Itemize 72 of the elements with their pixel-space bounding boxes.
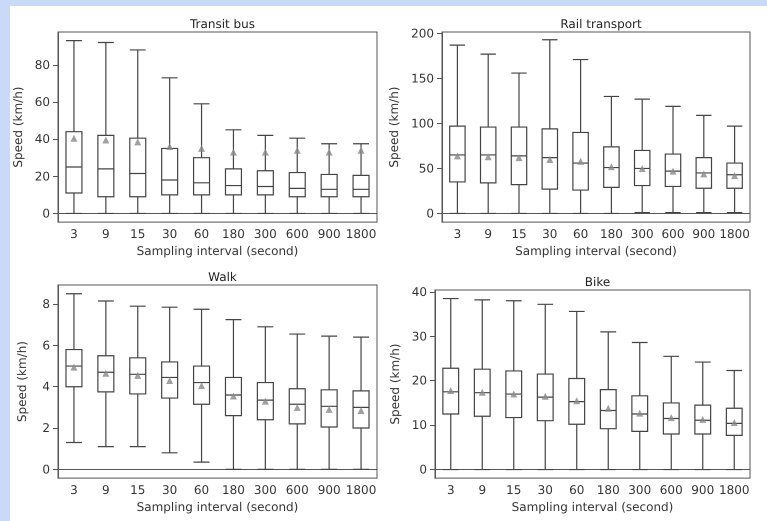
- x-tick-label: 15: [130, 483, 146, 498]
- x-tick-label: 9: [478, 483, 486, 498]
- y-axis-title: Speed (km/h): [15, 341, 29, 422]
- y-tick-label: 20: [34, 169, 50, 184]
- x-tick-label: 600: [660, 483, 683, 498]
- x-axis-title: Sampling interval (second): [136, 500, 298, 514]
- x-tick-label: 1800: [718, 483, 750, 498]
- y-tick-label: 6: [42, 338, 50, 352]
- y-tick-label: 0: [419, 462, 427, 477]
- x-axis-title: Sampling interval (second): [136, 244, 298, 258]
- y-tick-label: 60: [34, 94, 50, 109]
- chart-title: Rail transport: [560, 17, 642, 31]
- x-tick-label: 600: [662, 227, 684, 242]
- x-tick-label: 15: [511, 227, 527, 242]
- x-tick-label: 30: [538, 483, 553, 498]
- x-tick-label: 300: [628, 483, 652, 498]
- y-axis-title: Speed (km/h): [388, 344, 402, 425]
- x-tick-label: 60: [194, 227, 210, 242]
- x-tick-label: 1800: [719, 227, 750, 242]
- y-tick-label: 0: [426, 206, 434, 220]
- x-tick-label: 15: [130, 227, 146, 242]
- y-tick-label: 0: [42, 462, 50, 476]
- x-tick-label: 9: [102, 483, 110, 498]
- x-tick-label: 15: [506, 483, 522, 498]
- x-tick-label: 9: [484, 227, 492, 242]
- x-tick-label: 900: [318, 227, 341, 242]
- x-tick-label: 600: [286, 227, 309, 242]
- y-tick-label: 30: [412, 329, 427, 344]
- x-axis-title: Sampling interval (second): [512, 500, 674, 514]
- x-tick-label: 180: [222, 227, 245, 242]
- x-tick-label: 300: [254, 483, 277, 498]
- x-tick-label: 30: [542, 227, 558, 242]
- x-tick-label: 180: [600, 227, 623, 242]
- x-tick-label: 300: [630, 227, 654, 242]
- x-tick-label: 900: [318, 483, 341, 498]
- chart-title: Walk: [208, 270, 237, 284]
- x-tick-label: 180: [596, 483, 620, 498]
- x-tick-label: 30: [162, 227, 178, 242]
- x-tick-label: 3: [70, 227, 78, 242]
- x-tick-label: 3: [446, 483, 455, 498]
- chart-title: Bike: [584, 275, 610, 289]
- y-tick-label: 200: [411, 26, 434, 40]
- y-tick-label: 4: [42, 380, 50, 394]
- x-tick-label: 300: [254, 227, 277, 242]
- chart-title: Transit bus: [188, 17, 256, 31]
- y-tick-label: 40: [412, 284, 427, 299]
- x-tick-label: 9: [102, 227, 110, 242]
- y-tick-label: 80: [34, 58, 50, 72]
- x-tick-label: 60: [572, 227, 588, 242]
- x-tick-label: 900: [691, 483, 714, 498]
- x-tick-label: 180: [222, 483, 245, 498]
- x-tick-label: 3: [454, 227, 462, 242]
- y-tick-label: 8: [42, 297, 50, 312]
- y-tick-label: 150: [411, 71, 434, 86]
- x-axis-title: Sampling interval (second): [515, 244, 677, 258]
- x-tick-label: 30: [162, 483, 178, 498]
- y-tick-label: 20: [412, 374, 427, 388]
- y-tick-label: 10: [412, 418, 427, 432]
- y-tick-label: 40: [34, 132, 50, 146]
- y-tick-label: 100: [411, 116, 434, 130]
- x-tick-label: 1800: [346, 227, 376, 242]
- x-tick-label: 60: [569, 483, 584, 498]
- y-axis-title: Speed (km/h): [387, 86, 402, 168]
- x-tick-label: 900: [692, 227, 716, 242]
- x-tick-label: 3: [70, 483, 78, 498]
- x-tick-label: 60: [194, 483, 210, 498]
- y-tick-label: 50: [418, 161, 434, 176]
- y-tick-label: 2: [42, 421, 50, 436]
- x-tick-label: 600: [286, 483, 309, 498]
- y-axis-title: Speed (km/h): [10, 86, 25, 168]
- x-tick-label: 1800: [346, 483, 376, 498]
- y-tick-label: 0: [42, 206, 50, 220]
